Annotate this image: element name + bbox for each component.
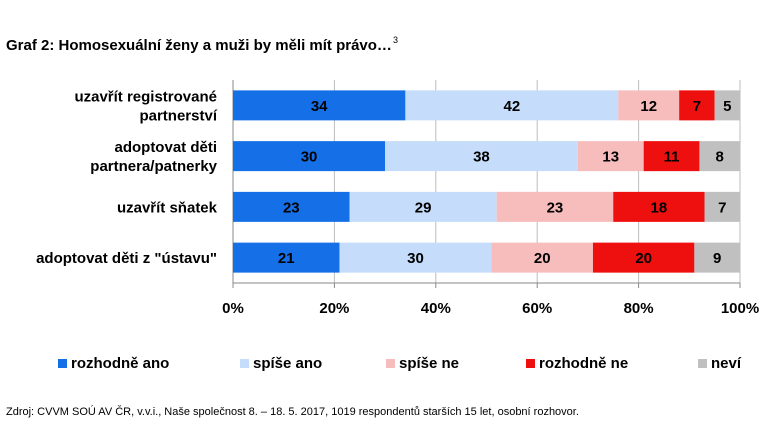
data-label: 5 [723,98,731,115]
bar-segment [496,191,614,222]
data-label: 7 [693,98,701,115]
chart-legend: rozhodně ano spíše ano spíše ne rozhodně ne… [0,355,773,375]
x-tick-label: 100% [721,300,759,317]
bar-segment [704,191,740,222]
category-label: adoptovat děti z "ústavu" [36,250,217,267]
source-note: Zdroj: CVVM SOÚ AV ČR, v.v.i., Naše spol… [6,406,579,418]
bar-segment [592,242,695,273]
data-label: 11 [664,149,680,166]
data-label: 23 [283,199,300,216]
data-label: 7 [718,199,726,216]
legend-item: rozhodně ano [58,355,169,372]
data-label: 21 [278,250,295,267]
x-tick-label: 20% [319,300,349,317]
category-label-line: partnera/patnerky [90,158,217,175]
bar-segment [491,242,593,273]
data-label: 38 [473,149,490,166]
data-label: 9 [713,250,721,267]
bar-segment [385,141,578,172]
data-label: 34 [311,98,328,115]
category-label-line: adoptovat děti z "ústavu" [36,250,217,267]
data-label: 20 [635,250,652,267]
category-label-line: uzavřít registrované [74,88,217,105]
category-label: adoptovat děti partnera/patnerky [90,139,217,175]
category-label: uzavřít registrované partnerství [74,88,217,124]
data-label: 30 [301,149,318,166]
legend-swatch [240,359,249,368]
data-label: 29 [415,199,432,216]
legend-item: rozhodně ne [526,355,628,372]
bar-segment [679,90,715,121]
bar-segment [643,141,700,172]
x-tick-label: 40% [421,300,451,317]
data-label: 42 [504,98,521,115]
legend-label: rozhodně ne [539,355,629,372]
category-label-line: partnerství [139,107,217,124]
legend-label: neví [711,355,742,372]
category-label: uzavřít sňatek [117,199,218,216]
legend-swatch [698,359,707,368]
legend-label: spíše ne [399,355,460,372]
x-tick-label: 60% [522,300,552,317]
stacked-bar-chart: 0% 20% 40% 60% 80% 100% 34 42 12 7 5 uzavřít regist… [36,80,759,317]
data-label: 18 [651,199,668,216]
chart-title: Graf 2: Homosexuální ženy a muži by měli… [6,35,398,54]
legend-item: spíše ne [386,355,459,372]
legend-swatch [526,359,535,368]
bar-segment [694,242,740,273]
data-label: 30 [407,250,424,267]
category-label-line: uzavřít sňatek [117,199,218,216]
x-tick-label: 80% [624,300,654,317]
legend-swatch [58,359,67,368]
bar-segment [577,141,644,172]
bar-segment [714,90,740,121]
bar-segment [233,242,340,273]
data-label: 23 [547,199,564,216]
bar-segment [233,191,350,222]
data-label: 8 [716,149,724,166]
chart-title-text: Graf 2: Homosexuální ženy a muži by měli… [6,37,392,54]
legend-item: neví [698,355,741,372]
category-label-line: adoptovat děti [114,139,217,156]
bar-segment [233,141,386,172]
data-label: 12 [640,98,657,115]
legend-label: rozhodně ano [71,355,170,372]
bar-segment [339,242,492,273]
legend-item: spíše ano [240,355,322,372]
bar-segment [618,90,680,121]
bar-segment [349,191,497,222]
x-tick-label: 0% [222,300,244,317]
legend-label: spíše ano [253,355,323,372]
bar-segment [405,90,619,121]
legend-swatch [386,359,395,368]
data-label: 13 [602,149,619,166]
title-footnote-marker: 3 [392,35,398,45]
bar-segment [233,90,406,121]
bar-segment [699,141,740,172]
data-label: 20 [534,250,551,267]
bar-segment [613,191,705,222]
